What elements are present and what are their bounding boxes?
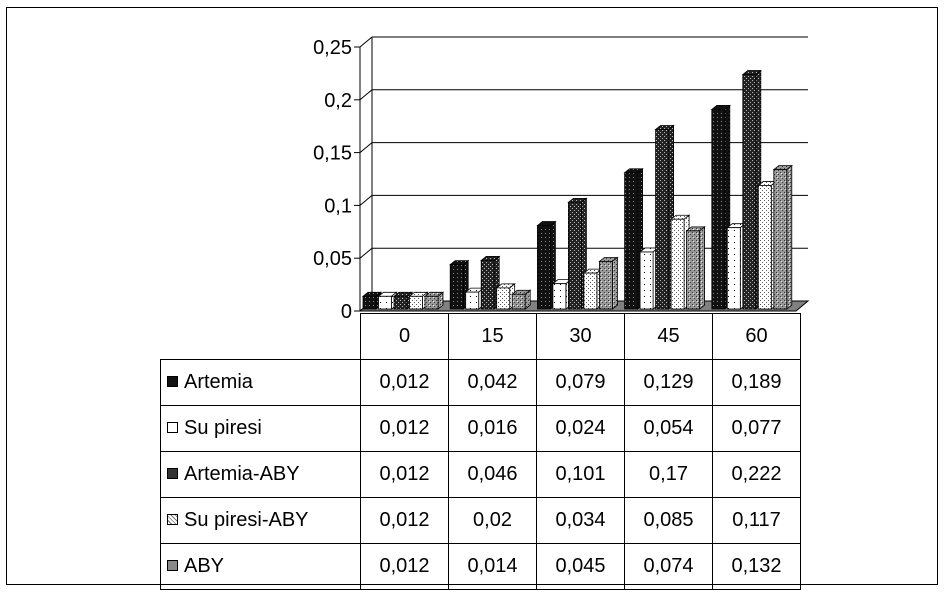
data-label: 0,02 [448, 497, 537, 544]
legend-key [167, 422, 178, 433]
bar [685, 226, 706, 310]
bar [423, 291, 445, 310]
series-name: Su piresi [184, 417, 262, 439]
data-label: 0,129 [624, 359, 713, 406]
table-corner [160, 313, 361, 360]
legend-entry: Artemia [160, 359, 361, 406]
data-label: 0,085 [624, 497, 713, 544]
side-gridline [359, 142, 373, 153]
data-label: 0,189 [712, 359, 801, 406]
data-label: 0,054 [624, 405, 713, 452]
data-label: 0,012 [360, 451, 449, 498]
data-label: 0,012 [360, 405, 449, 452]
data-label: 0,046 [448, 451, 537, 498]
legend-key [167, 560, 178, 571]
table-row: Su piresi 0,012 0,016 0,024 0,054 0,077 [160, 405, 801, 452]
side-gridline [359, 195, 373, 206]
x-tick-label: 15 [448, 313, 537, 360]
table-header-row: 0 15 30 45 60 [160, 313, 801, 360]
bar [511, 289, 532, 310]
y-axis: 0 0,05 0,1 0,15 0,2 0,25 [313, 37, 361, 323]
side-gridline [359, 36, 373, 48]
data-label: 0,132 [712, 543, 801, 590]
data-label: 0,117 [712, 497, 801, 544]
data-label: 0,079 [536, 359, 625, 406]
y-tick-label: 0,2 [324, 90, 352, 112]
data-label: 0,024 [536, 405, 625, 452]
side-gridline [359, 89, 373, 101]
x-tick-label: 60 [712, 313, 801, 360]
table-row: ABY 0,012 0,014 0,045 0,074 0,132 [160, 543, 801, 590]
bar [449, 259, 470, 310]
data-label: 0,042 [448, 359, 537, 406]
y-tick-label: 0,25 [313, 37, 352, 59]
data-label: 0,222 [712, 451, 801, 498]
table-row: Artemia 0,012 0,042 0,079 0,129 0,189 [160, 359, 801, 406]
y-tick-label: 0,15 [313, 143, 352, 165]
legend-key [167, 514, 178, 525]
series-name: Artemia [184, 371, 253, 393]
bar [598, 256, 619, 310]
side-gridline [359, 247, 373, 259]
y-tick-label: 0 [341, 301, 352, 323]
data-label: 0,012 [360, 543, 449, 590]
y-tick-label: 0,05 [313, 248, 352, 270]
legend-entry: Su piresi-ABY [160, 497, 361, 544]
legend-entry: Su piresi [160, 405, 361, 452]
bar [654, 124, 675, 310]
legend-key [167, 376, 178, 387]
bar [361, 291, 383, 310]
data-label: 0,034 [536, 497, 625, 544]
series-name: Artemia-ABY [184, 463, 300, 485]
data-label: 0,016 [448, 405, 537, 452]
x-tick-label: 30 [536, 313, 625, 360]
data-label: 0,17 [624, 451, 713, 498]
bar [536, 220, 557, 310]
series-name: ABY [184, 555, 225, 577]
bar [741, 69, 762, 310]
x-tick-label: 45 [624, 313, 713, 360]
legend-entry: ABY [160, 543, 361, 590]
x-tick-label: 0 [360, 313, 449, 360]
bar [772, 164, 793, 310]
data-label: 0,101 [536, 451, 625, 498]
y-tick-label: 0,1 [324, 195, 352, 217]
table-row: Artemia-ABY 0,012 0,046 0,101 0,17 0,222 [160, 451, 801, 498]
data-label: 0,045 [536, 543, 625, 590]
legend-entry: Artemia-ABY [160, 451, 361, 498]
bars [361, 69, 793, 310]
legend-key [167, 468, 178, 479]
data-label: 0,012 [360, 497, 449, 544]
series-name: Su piresi-ABY [184, 509, 309, 531]
data-label: 0,012 [360, 359, 449, 406]
data-label: 0,074 [624, 543, 713, 590]
data-label: 0,077 [712, 405, 801, 452]
table-row: Su piresi-ABY 0,012 0,02 0,034 0,085 0,117 [160, 497, 801, 544]
data-table: 0 15 30 45 60 Artemia 0,012 0,042 0,079 0,129 0,18… [160, 313, 801, 590]
data-label: 0,014 [448, 543, 537, 590]
